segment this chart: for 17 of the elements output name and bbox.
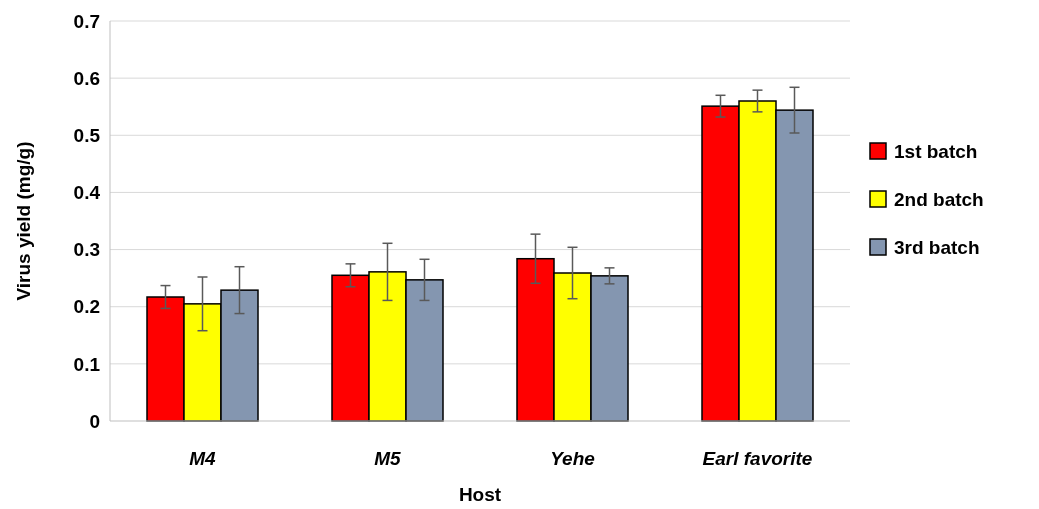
y-tick-label: 0.3 [73,239,100,261]
y-tick-label: 0 [89,410,100,432]
y-tick-label: 0.4 [73,182,101,204]
y-tick-label: 0.2 [73,296,100,318]
y-axis-title: Virus yield (mg/g) [13,141,34,301]
y-tick-label: 0.1 [73,353,101,375]
legend-label: 3rd batch [894,236,980,258]
y-tick-label: 0.7 [73,10,100,32]
y-tick-label: 0.5 [73,124,101,146]
x-tick-label: M5 [374,448,402,469]
x-tick-label: Yehe [550,448,596,469]
y-tick-label: 0.6 [73,67,100,89]
legend-label: 2nd batch [894,188,984,210]
x-tick-label: M4 [189,448,217,469]
x-tick-label: Earl favorite [702,448,813,469]
x-axis-title: Host [458,484,502,505]
legend-label: 1st batch [894,140,978,162]
